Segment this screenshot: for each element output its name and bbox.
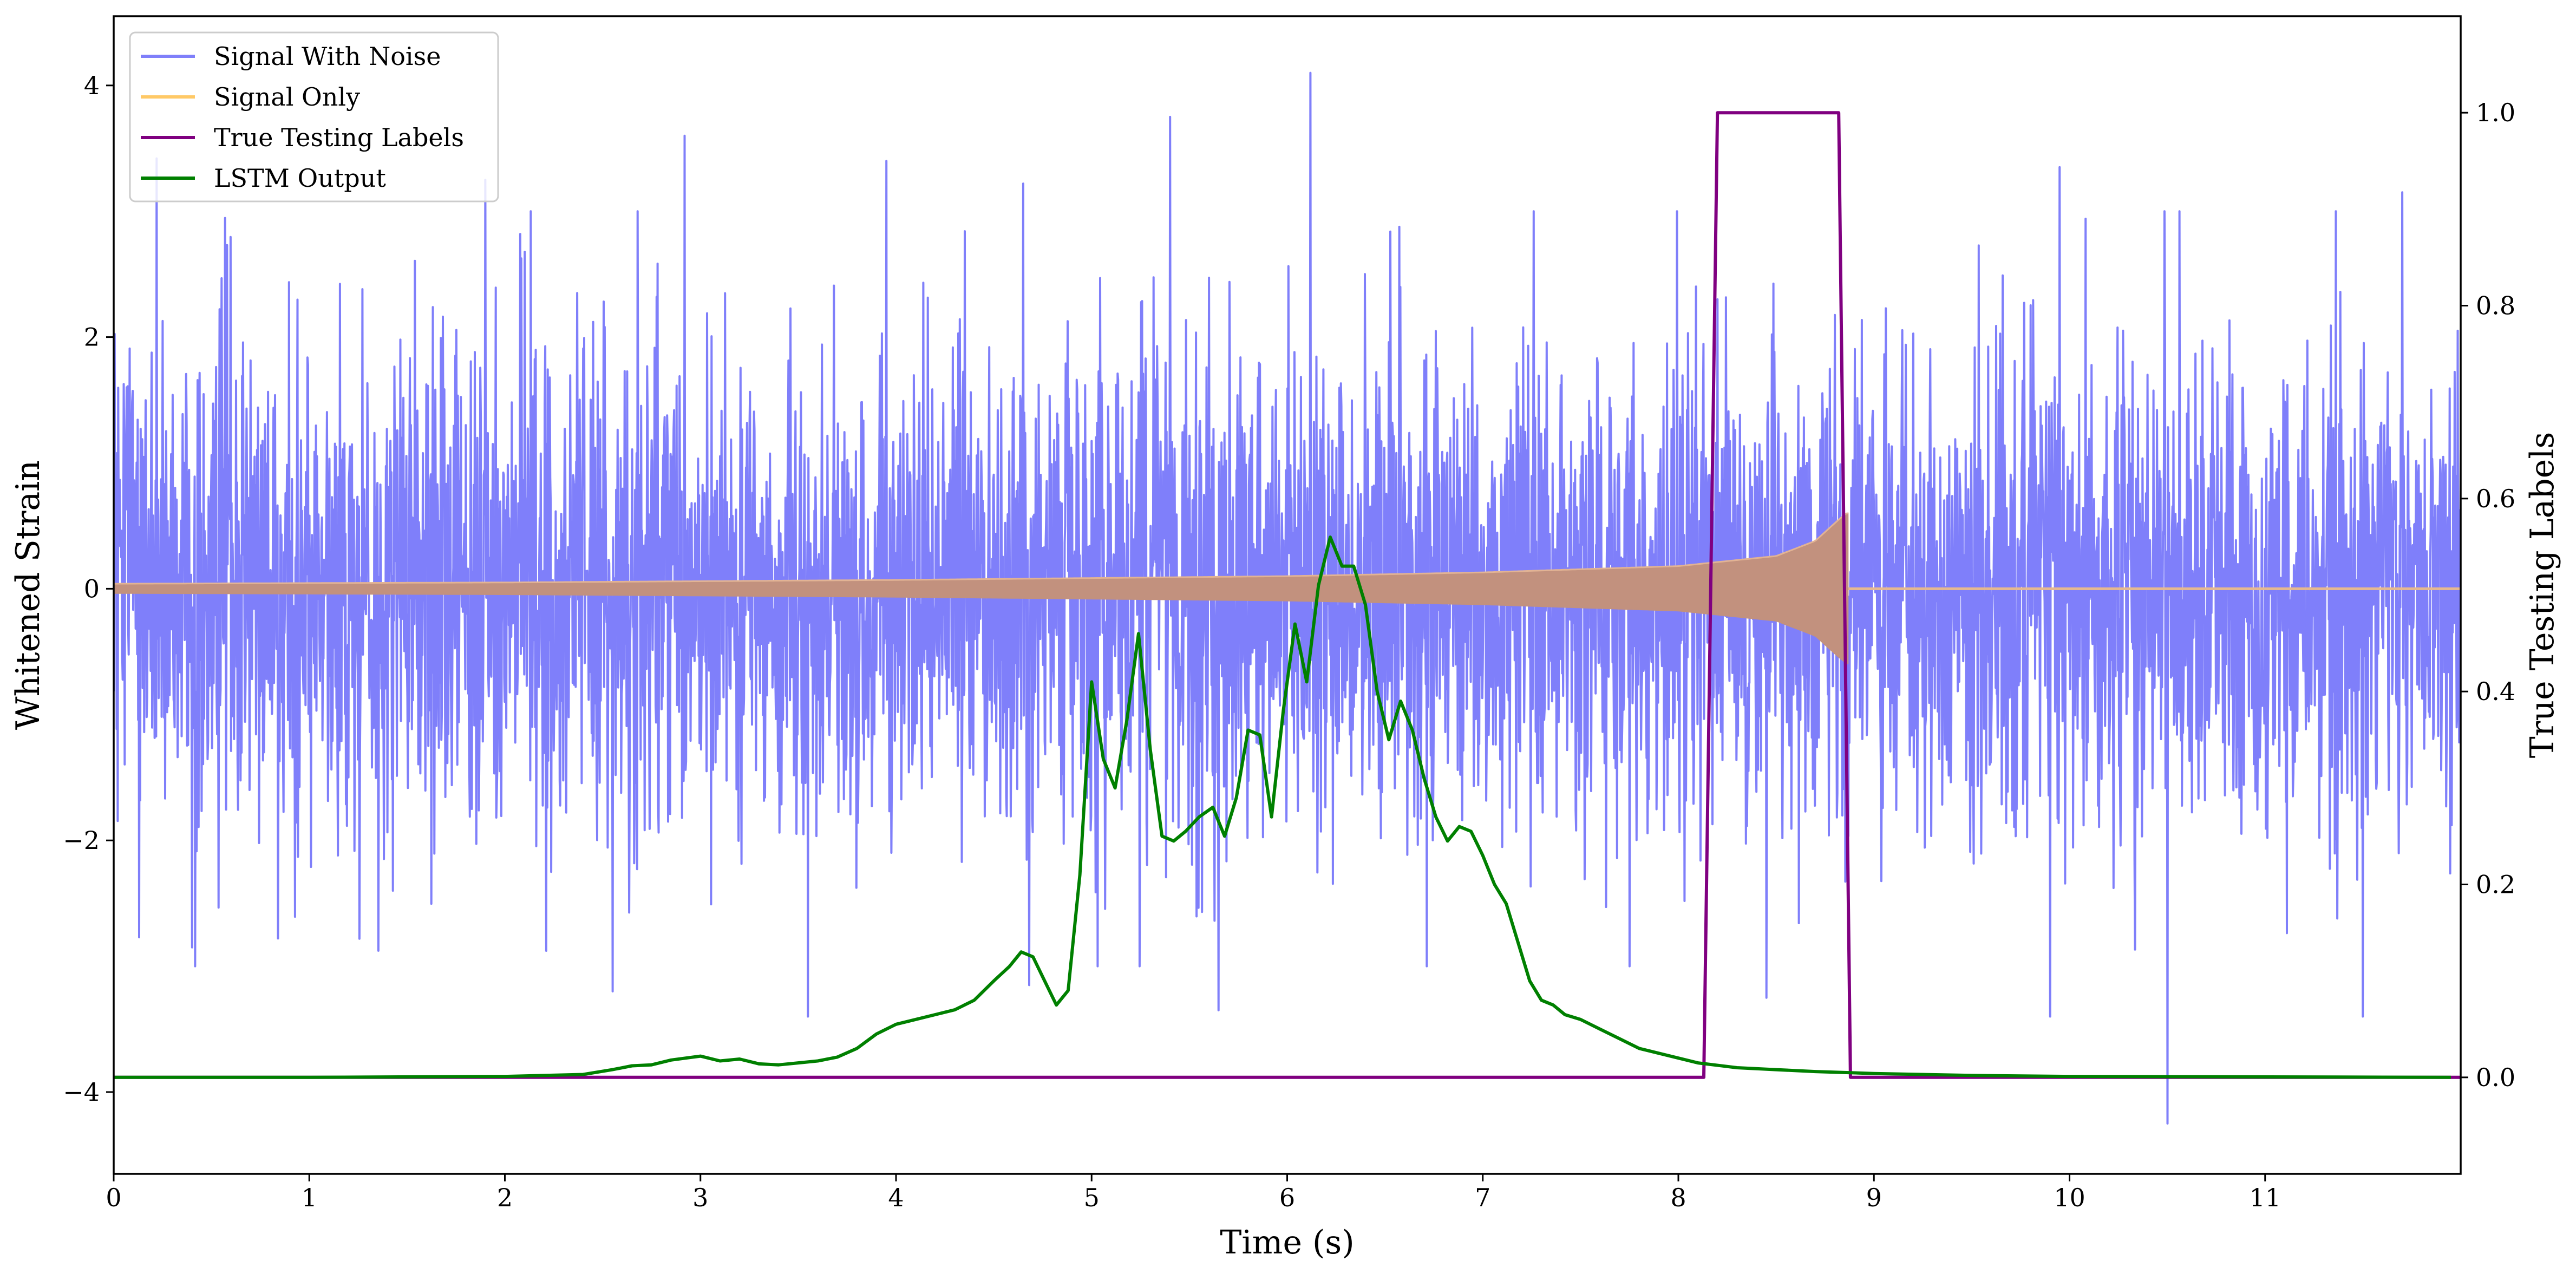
x-tick-label: 5	[1084, 1183, 1100, 1212]
legend: Signal With Noise Signal Only True Testing…	[129, 31, 499, 202]
x-tick-label: 9	[1866, 1183, 1882, 1212]
x-tick-label: 2	[497, 1183, 513, 1212]
y2-tick-label: 0.6	[2476, 484, 2515, 513]
y2-tick-label: 0.8	[2476, 291, 2515, 321]
legend-box	[129, 31, 499, 202]
y-axis-label: Whitened Strain	[9, 460, 47, 730]
legend-entry: LSTM Output	[214, 164, 386, 193]
signal-only-band	[114, 513, 1849, 664]
x-tick-label: 7	[1475, 1183, 1490, 1212]
y2-tick-label: 0.4	[2476, 677, 2515, 706]
x-tick-label: 3	[692, 1183, 708, 1212]
x-axis-label: Time (s)	[1220, 1224, 1354, 1262]
y-tick-label: 4	[84, 71, 100, 100]
legend-entry: Signal Only	[214, 82, 360, 112]
axes: 0 1 2 3 4 5 6 7 8 9 10 11 −4 −2 0 2 4 0.0 0.2 0.4 0.6 0.8 1.0	[63, 15, 2515, 1212]
plot-area	[114, 71, 2461, 1125]
y2-tick-label: 0.2	[2476, 870, 2515, 899]
y2-axis-label: True Testing Labels	[2523, 432, 2561, 759]
y-tick-label: 0	[84, 574, 100, 603]
y-tick-label: −4	[63, 1077, 100, 1107]
lstm-output-line	[114, 535, 2451, 1079]
legend-entry: Signal With Noise	[214, 42, 441, 71]
signal-only-upper-edge	[114, 512, 1849, 585]
x-tick-label: 0	[106, 1183, 121, 1212]
legend-entry: True Testing Labels	[214, 123, 464, 152]
y-tick-label: 2	[84, 323, 100, 352]
x-tick-label: 8	[1670, 1183, 1686, 1212]
y2-tick-label: 1.0	[2476, 98, 2515, 127]
x-tick-label: 4	[888, 1183, 904, 1212]
x-tick-label: 6	[1279, 1183, 1295, 1212]
signal-with-noise-line	[114, 71, 2461, 1125]
y2-tick-label: 0.0	[2476, 1063, 2515, 1092]
y-tick-label: −2	[63, 826, 100, 855]
plot-series	[114, 71, 2461, 1125]
x-tick-label: 11	[2249, 1183, 2281, 1212]
x-tick-label: 10	[2054, 1183, 2085, 1212]
true-testing-labels-line	[114, 111, 2461, 1079]
x-tick-label: 1	[302, 1183, 317, 1212]
